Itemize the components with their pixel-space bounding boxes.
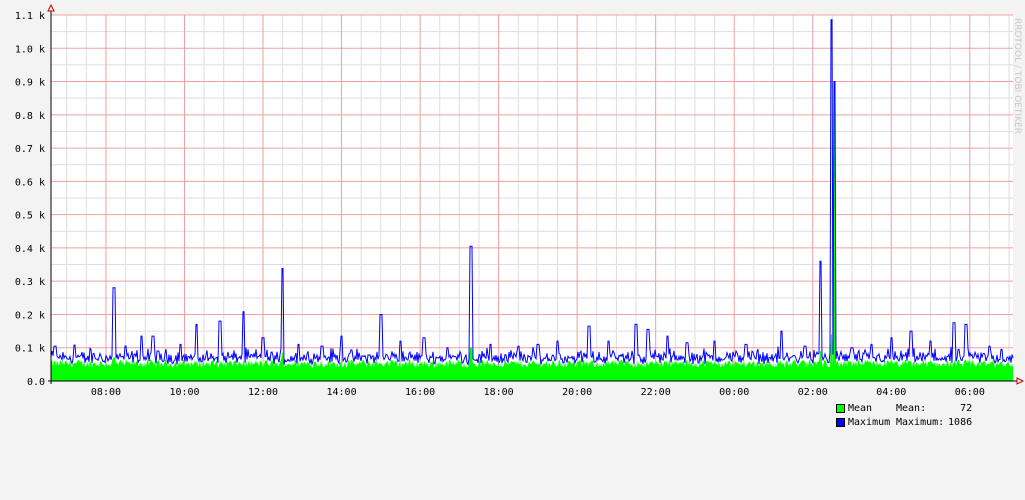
y-tick-label: 0.4 k <box>15 244 45 255</box>
chart: 0.0 0.1 k 0.2 k 0.3 k 0.4 k 0.5 k 0.6 k 0.7 k 0.… <box>15 3 1025 430</box>
x-tick-label: 10:00 <box>169 387 199 398</box>
chart-svg: 0.0 0.1 k 0.2 k 0.3 k 0.4 k 0.5 k 0.6 k 0.7 k 0.… <box>15 3 1025 398</box>
legend-swatch-mean <box>836 404 845 413</box>
y-tick-label: 0.8 k <box>15 111 45 122</box>
y-tick-label: 0.0 <box>27 377 45 388</box>
legend-label-mean: Mean <box>848 403 873 414</box>
legend-label-maximum: Maximum <box>848 417 891 428</box>
x-tick-label: 14:00 <box>327 387 357 398</box>
x-axis-arrow-icon <box>1016 377 1025 385</box>
series-maximum-line <box>50 19 1014 366</box>
y-tick-label: 0.2 k <box>15 310 45 321</box>
legend-value-mean: 72 <box>960 403 973 414</box>
x-tick-label: 16:00 <box>405 387 435 398</box>
axes-layer <box>47 3 1025 385</box>
x-tick-label: 06:00 <box>955 387 985 398</box>
grid-major <box>51 14 1013 381</box>
legend-item-mean: Mean Mean: 72 <box>836 402 972 416</box>
y-tick-label: 0.6 k <box>15 177 45 188</box>
legend: Mean Mean: 72 Maximum Maximum: 1086 <box>836 402 972 430</box>
x-tick-label: 08:00 <box>91 387 121 398</box>
x-tick-label: 04:00 <box>876 387 906 398</box>
grid-minor <box>51 15 1013 381</box>
legend-stat-label-maximum: Maximum: <box>896 417 945 428</box>
y-tick-label: 1.1 k <box>15 11 45 22</box>
y-tick-label: 0.1 k <box>15 344 45 355</box>
x-tick-label: 22:00 <box>641 387 671 398</box>
y-tick-label: 0.3 k <box>15 277 45 288</box>
y-tick-label: 1.0 k <box>15 44 45 55</box>
x-tick-label: 20:00 <box>562 387 592 398</box>
y-tick-label: 0.7 k <box>15 144 45 155</box>
legend-item-maximum: Maximum Maximum: 1086 <box>836 416 972 430</box>
x-tick-label: 00:00 <box>719 387 749 398</box>
series-layer <box>50 19 1014 381</box>
y-tick-label: 0.5 k <box>15 211 45 222</box>
x-tick-labels: 08:00 10:00 12:00 14:00 16:00 18:00 20:00 22:00… <box>91 387 985 398</box>
y-axis-arrow-icon <box>47 3 55 12</box>
legend-value-maximum: 1086 <box>948 417 973 428</box>
legend-swatch-maximum <box>836 418 845 427</box>
y-tick-label: 0.9 k <box>15 78 45 89</box>
x-tick-label: 02:00 <box>798 387 828 398</box>
x-tick-label: 18:00 <box>484 387 514 398</box>
legend-stat-label-mean: Mean: <box>896 403 927 414</box>
watermark: RRDTOOL / TOBI OETIKER <box>1012 18 1022 134</box>
x-tick-label: 12:00 <box>248 387 278 398</box>
y-tick-labels: 0.0 0.1 k 0.2 k 0.3 k 0.4 k 0.5 k 0.6 k 0.7 k 0.… <box>15 11 45 388</box>
